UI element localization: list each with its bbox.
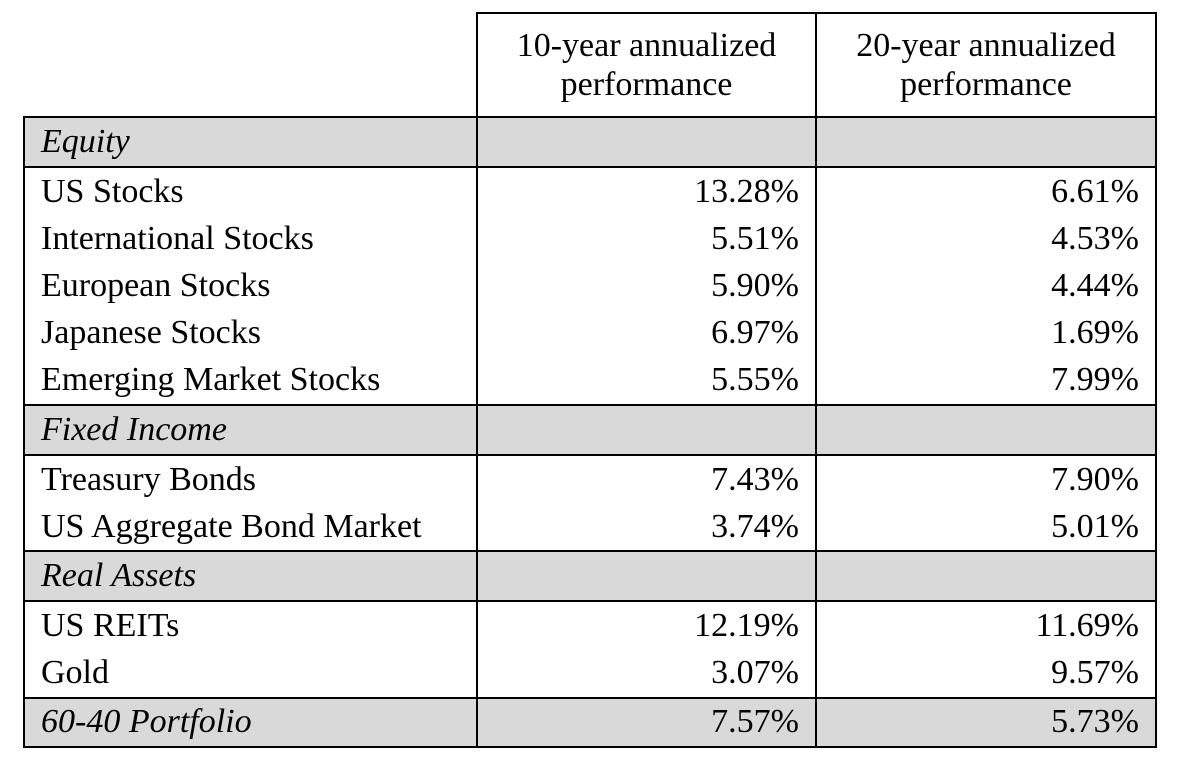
ten-year-value: 5.55% xyxy=(476,356,817,406)
asset-name: Treasury Bonds xyxy=(23,455,478,504)
asset-name: European Stocks xyxy=(23,262,478,310)
table-row: International Stocks 5.51% 4.53% xyxy=(23,215,1157,263)
header-20-year: 20-year annualized performance xyxy=(815,12,1157,118)
twenty-year-value: 11.69% xyxy=(815,601,1157,650)
section-empty-cell xyxy=(476,550,817,603)
twenty-year-value: 6.61% xyxy=(815,167,1157,216)
twenty-year-value: 4.53% xyxy=(815,215,1157,263)
section-row-equity: Equity xyxy=(23,115,1157,169)
table-row: Japanese Stocks 6.97% 1.69% xyxy=(23,309,1157,357)
twenty-year-value: 9.57% xyxy=(815,649,1157,699)
header-blank-cell xyxy=(24,13,477,117)
table-row: Gold 3.07% 9.57% xyxy=(23,649,1157,699)
portfolio-name: 60-40 Portfolio xyxy=(23,696,478,749)
table-row: US Aggregate Bond Market 3.74% 5.01% xyxy=(23,503,1157,553)
ten-year-value: 5.90% xyxy=(476,262,817,310)
performance-table: 10-year annualized performance 20-year a… xyxy=(23,12,1157,749)
ten-year-value: 13.28% xyxy=(476,167,817,216)
ten-year-value: 5.51% xyxy=(476,215,817,263)
twenty-year-value: 7.99% xyxy=(815,356,1157,406)
header-10-year: 10-year annualized performance xyxy=(476,12,817,118)
asset-name: Gold xyxy=(23,649,478,699)
header-row: 10-year annualized performance 20-year a… xyxy=(24,12,1157,118)
asset-name: US Stocks xyxy=(23,167,478,216)
table-row: US Stocks 13.28% 6.61% xyxy=(23,167,1157,216)
asset-name: Japanese Stocks xyxy=(23,309,478,357)
ten-year-value: 12.19% xyxy=(476,601,817,650)
table-row: Treasury Bonds 7.43% 7.90% xyxy=(23,455,1157,504)
section-row-real-assets: Real Assets xyxy=(23,550,1157,603)
twenty-year-value: 1.69% xyxy=(815,309,1157,357)
section-title: Real Assets xyxy=(23,550,478,603)
twenty-year-value: 7.90% xyxy=(815,455,1157,504)
section-empty-cell xyxy=(815,115,1157,169)
asset-name: US REITs xyxy=(23,601,478,650)
portfolio-row: 60-40 Portfolio 7.57% 5.73% xyxy=(23,696,1157,749)
table-row: US REITs 12.19% 11.69% xyxy=(23,601,1157,650)
ten-year-value: 7.43% xyxy=(476,455,817,504)
section-empty-cell xyxy=(476,403,817,457)
table-row: Emerging Market Stocks 5.55% 7.99% xyxy=(23,356,1157,406)
ten-year-value: 3.07% xyxy=(476,649,817,699)
section-title: Equity xyxy=(23,115,478,169)
section-empty-cell xyxy=(476,115,817,169)
twenty-year-value: 5.01% xyxy=(815,503,1157,553)
asset-name: International Stocks xyxy=(23,215,478,263)
section-title: Fixed Income xyxy=(23,403,478,457)
twenty-year-value: 4.44% xyxy=(815,262,1157,310)
twenty-year-value: 5.73% xyxy=(815,696,1157,749)
section-empty-cell xyxy=(815,550,1157,603)
table-row: European Stocks 5.90% 4.44% xyxy=(23,262,1157,310)
asset-name: Emerging Market Stocks xyxy=(23,356,478,406)
section-empty-cell xyxy=(815,403,1157,457)
ten-year-value: 3.74% xyxy=(476,503,817,553)
ten-year-value: 6.97% xyxy=(476,309,817,357)
ten-year-value: 7.57% xyxy=(476,696,817,749)
section-row-fixed-income: Fixed Income xyxy=(23,403,1157,457)
asset-name: US Aggregate Bond Market xyxy=(23,503,478,553)
